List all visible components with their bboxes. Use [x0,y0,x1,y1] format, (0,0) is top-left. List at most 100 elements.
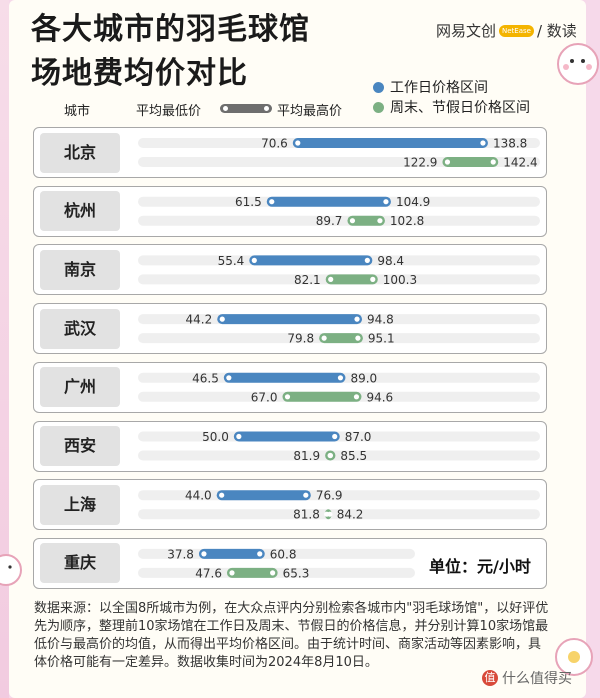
city-label: 武汉 [40,308,120,349]
range-low-marker [251,257,257,263]
city-label: 重庆 [40,543,120,584]
range-high-marker [490,159,496,165]
weekday-range-bar [216,490,311,501]
range-track [138,215,540,226]
low-value-label: 37.8 [167,547,194,561]
high-value-label: 85.5 [340,449,367,463]
range-high-marker [332,433,338,440]
low-value-label: 50.0 [202,430,229,444]
low-value-label: 67.0 [251,390,278,404]
title-line-1: 各大城市的羽毛球馆 [31,12,310,47]
header-city: 城市 [64,104,91,119]
header-avg-low: 平均最低价 [136,104,202,119]
city-card: 西安 [33,420,547,472]
range-high-marker [303,492,309,498]
city-label-box: 广州 [34,363,126,412]
header-range-pill [220,104,272,113]
range-high-marker [270,570,276,576]
legend-weekday-swatch [373,81,384,93]
title-line-2: 场地费均价对比 [31,56,248,91]
low-value-label: 55.4 [218,254,245,268]
left-decoration [0,0,9,698]
weekday-range-bar [223,372,346,383]
flower-decoration-left-icon [0,554,22,586]
watermark: 值 什么值得买 [482,668,572,688]
range-high-marker [377,218,383,224]
range-high-marker [370,276,376,282]
city-card: 重庆 [33,537,547,589]
high-value-label: 100.3 [383,273,417,287]
high-value-label: 95.1 [368,332,395,346]
weekday-range-bar [233,431,340,442]
city-card: 北京 [33,127,547,178]
city-label-box: 武汉 [34,304,126,353]
high-value-label: 94.8 [367,313,394,327]
weekday-range-bar [217,314,363,325]
unit-label: 单位：元/小时 [429,557,531,576]
city-label: 北京 [40,132,120,173]
range-low-marker [284,394,291,400]
weekday-range-bar [266,196,391,207]
high-value-label: 87.0 [345,430,372,444]
low-value-label: 122.9 [403,156,437,170]
flower-decoration-bottom-icon [555,638,593,676]
brand-mark: NetEase [499,24,534,37]
city-label: 广州 [40,367,120,408]
city-label: 南京 [40,249,120,290]
city-card: 杭州 [33,185,547,237]
flower-decoration-icon [557,43,599,85]
weekend-range-bar [226,567,278,578]
city-label-box: 南京 [34,245,126,294]
watermark-text: 什么值得买 [502,671,572,687]
legend-weekday: 工作日价格区间 [373,77,488,97]
low-value-label: 79.8 [287,332,314,346]
low-value-label: 46.5 [192,371,219,385]
low-value-label: 70.6 [261,137,288,151]
range-track [138,157,540,167]
range-low-marker [444,159,451,165]
range-high-marker [364,257,370,263]
high-value-label: 65.3 [283,566,310,580]
city-label: 杭州 [40,191,120,232]
range-low-marker [219,492,225,498]
range-high-marker [327,452,334,459]
range-low-marker [328,276,334,282]
city-card: 南京 [33,244,547,296]
range-low-marker [229,570,235,576]
brand-name: 网易文创 [436,22,497,40]
city-card: 上海 [33,479,547,531]
high-value-label: 142.4 [503,156,537,170]
range-track [138,509,540,520]
range-high-marker [324,511,330,517]
low-value-label: 44.2 [186,313,213,327]
legend-weekend-swatch [373,101,384,113]
range-high-marker [355,335,361,341]
range-low-marker [321,335,327,341]
high-value-label: 98.4 [377,254,404,268]
page-title: 各大城市的羽毛球馆 场地费均价对比 [31,8,310,96]
high-value-label: 138.8 [493,137,527,151]
range-high-marker [480,140,486,146]
high-value-label: 84.2 [337,508,364,522]
city-label-box: 北京 [34,128,126,177]
range-high-marker [354,316,360,322]
city-label-box: 上海 [34,480,126,529]
legend-weekday-label: 工作日价格区间 [390,80,488,96]
range-high-marker [383,199,389,205]
range-track [138,450,540,461]
low-value-label: 47.6 [195,566,222,580]
city-label-box: 重庆 [34,539,126,588]
range-low-marker [219,316,225,322]
low-value-label: 82.1 [294,273,321,287]
high-value-label: 76.9 [316,489,343,503]
low-value-label: 81.8 [293,508,320,522]
header-avg-high: 平均最高价 [277,104,343,119]
city-card: 广州 [33,361,547,413]
weekend-range-bar [282,391,362,402]
low-value-label: 44.0 [185,489,212,503]
data-source-note: 数据来源：以全国8所城市为例，在大众点评内分别检索各城市内"羽毛球场馆"，以好评… [34,601,549,670]
low-value-label: 81.9 [293,449,320,463]
weekend-range-bar [319,333,363,344]
